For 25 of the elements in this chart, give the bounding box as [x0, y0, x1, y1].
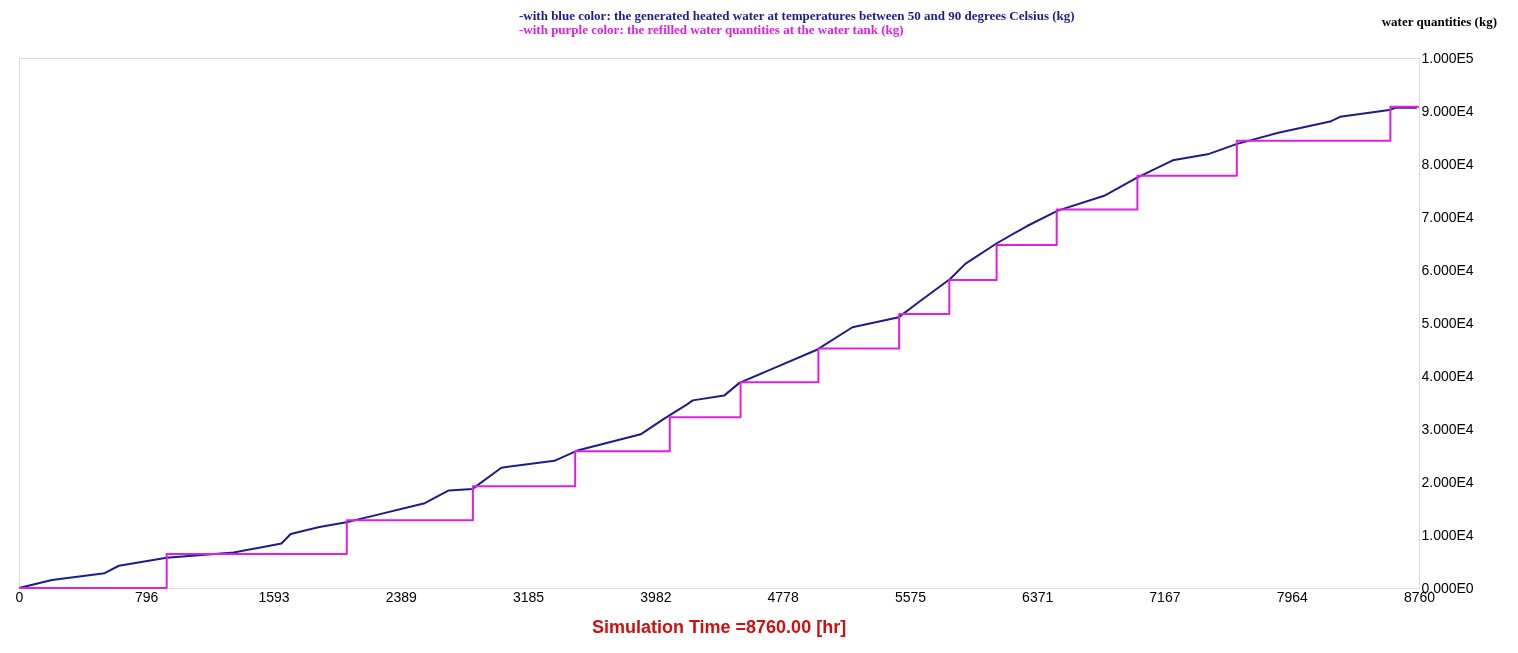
y-tick-label: 1.000E4	[1421, 526, 1474, 543]
y-axis-title: water quantities (kg)	[1381, 14, 1497, 29]
x-tick-label: 3185	[512, 588, 545, 605]
x-tick-label: 7167	[1149, 588, 1181, 605]
y-tick-label: 7.000E4	[1421, 208, 1474, 225]
y-tick-label: 9.000E4	[1421, 102, 1474, 119]
x-tick-label: 5575	[894, 588, 927, 605]
y-tick-label: 6.000E4	[1421, 261, 1474, 278]
x-tick-label: 7964	[1276, 588, 1309, 605]
y-tick-label: 5.000E4	[1421, 314, 1474, 331]
x-tick-label: 2389	[385, 588, 418, 605]
text: -with blue color: the generated heated water at temperatures between 50 and 90 degrees Celsius (kg)	[519, 8, 1075, 23]
x-axis-title: Simulation Time =8760.00 [hr]	[591, 617, 847, 637]
y-tick-label: 8.000E4	[1421, 155, 1474, 172]
y-tick-label: 4.000E4	[1421, 367, 1474, 384]
text: -with purple color: the refilled water quantities at the water tank (kg)	[519, 22, 904, 37]
x-tick-label: 6371	[1022, 588, 1054, 605]
y-tick-label: 3.000E4	[1421, 420, 1474, 437]
y-tick-label: 2.000E4	[1421, 473, 1474, 490]
x-tick-label: 4778	[767, 588, 799, 605]
y-tick-label: 1.000E5	[1421, 49, 1474, 66]
x-tick-label: 3982	[640, 588, 672, 605]
x-tick-label: 1593	[258, 588, 290, 605]
x-tick-label: 0	[15, 588, 24, 605]
x-tick-label: 796	[135, 588, 159, 605]
